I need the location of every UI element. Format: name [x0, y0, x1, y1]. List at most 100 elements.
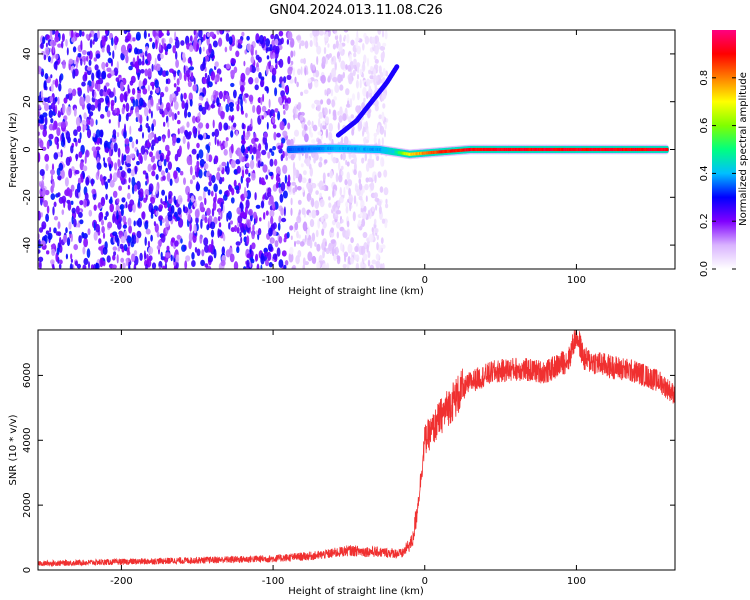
spectrogram-cell [40, 71, 44, 76]
spectrogram-cell [280, 181, 286, 192]
spectrogram-cell [81, 31, 85, 37]
spectrogram-cell [376, 128, 380, 135]
spectrogram-cell [208, 43, 213, 54]
spectrogram-cell [221, 246, 225, 256]
spectrogram-cell [220, 106, 223, 111]
spectrogram-cell [371, 43, 375, 48]
spectrogram-cell [145, 263, 148, 269]
spectrogram-cell [155, 39, 158, 50]
spectrogram-cell [45, 42, 48, 48]
spectrogram-cell [292, 67, 296, 76]
spectrogram-cell [225, 30, 231, 33]
spectrogram-cell [263, 112, 267, 118]
spectrogram-cell [128, 225, 133, 234]
spectrogram-cell [77, 53, 82, 58]
spectrogram-cell [379, 45, 386, 51]
spectrogram-cell [157, 239, 162, 247]
spectrogram-cell [75, 32, 80, 38]
spectrogram-cell [205, 122, 210, 129]
spectrogram-cell [175, 254, 180, 263]
spectrogram-cell [220, 77, 223, 82]
spectrogram-cell [137, 73, 140, 81]
spectrogram-cell [177, 111, 180, 115]
spectrogram-cell [332, 116, 337, 121]
spectrogram-cell [331, 57, 334, 62]
spectrogram-cell [57, 110, 61, 117]
spectrogram-cell [177, 167, 181, 173]
spectrogram-cell [313, 36, 317, 46]
spectrogram-cell [150, 208, 155, 215]
spectrogram-cell [275, 166, 281, 176]
spectrogram-cell [240, 212, 246, 218]
spectrogram-cell [353, 155, 358, 165]
colorbar-gradient [712, 30, 736, 269]
spectrogram-cell [142, 170, 147, 175]
spectrogram-cell [127, 192, 131, 200]
spectrogram-cell [316, 45, 322, 55]
spectrogram-cell [50, 259, 55, 265]
spectrogram-cell [324, 159, 328, 164]
spectrogram-cell [42, 36, 46, 45]
spectrogram-cell [148, 133, 153, 140]
spectrogram-cell [140, 69, 145, 74]
spectrogram-cell [68, 189, 73, 198]
spectrogram-cell [49, 227, 52, 233]
spectrogram-cell [373, 132, 378, 138]
spectrogram-cell [203, 132, 207, 139]
spectrogram-cell [82, 246, 86, 255]
spectrogram-cell [366, 57, 370, 67]
spectrogram-cell [382, 262, 385, 269]
spectrogram-cell [138, 58, 142, 66]
spectrogram-cell [314, 200, 320, 209]
spectrogram-cell [204, 101, 209, 110]
spectrogram-cell [65, 39, 68, 47]
spectrogram-cell [68, 168, 73, 179]
spectrogram-cell [266, 86, 269, 94]
spectrogram-cell [295, 255, 300, 265]
spectrogram-cell [119, 204, 125, 210]
spectrogram-cell [351, 128, 355, 136]
spectrogram-cell [255, 253, 259, 262]
spectrogram-cell [240, 144, 245, 154]
spectrogram-cell [223, 122, 229, 131]
spectrogram-cell [273, 131, 277, 141]
spectrogram-cell [153, 221, 156, 227]
spectrogram-cell [216, 97, 220, 106]
spectrogram-cell [117, 158, 121, 167]
spectrogram-cell [130, 106, 134, 111]
spectrogram-cell [324, 241, 327, 247]
spectrogram-cell [135, 139, 139, 145]
spectrogram-cell [129, 80, 134, 86]
spectrogram-cell [235, 50, 240, 58]
spectrogram-cell [353, 195, 357, 205]
spectrogram-cell [361, 211, 367, 220]
spectrogram-cell [309, 40, 313, 47]
spectrogram-cell [175, 51, 178, 60]
spectrogram-cell [275, 173, 280, 183]
spectrogram-cell [244, 99, 247, 104]
spectrogram-cell [52, 43, 55, 54]
spectrogram-cell [212, 40, 218, 48]
spectrogram-cell [39, 260, 42, 269]
spectrogram-cell [347, 179, 353, 187]
spectrogram-cell [94, 262, 100, 269]
spectrogram-cell [70, 30, 74, 39]
spectrogram-cell [174, 240, 179, 247]
spectrogram-cell [150, 97, 154, 106]
spectrogram-cell [119, 93, 124, 103]
spectrogram-cell [345, 206, 349, 214]
spectrogram-cell [330, 227, 335, 234]
spectrogram-cell [203, 186, 209, 192]
spectrogram-cell [120, 207, 124, 217]
spectrogram-cell [381, 30, 385, 38]
spectrogram-cell [177, 195, 183, 205]
spectrogram-cell [147, 103, 150, 108]
spectrogram-cell [198, 195, 203, 201]
spectrogram-cell [230, 130, 234, 138]
spectrogram-cell [328, 53, 332, 58]
spectrogram-cell [339, 42, 343, 52]
spectrogram-cell [366, 91, 369, 100]
spectrogram-cell [300, 58, 304, 64]
spectrogram-x-tick-label: -200 [110, 275, 133, 286]
spectrogram-cell [160, 233, 166, 243]
